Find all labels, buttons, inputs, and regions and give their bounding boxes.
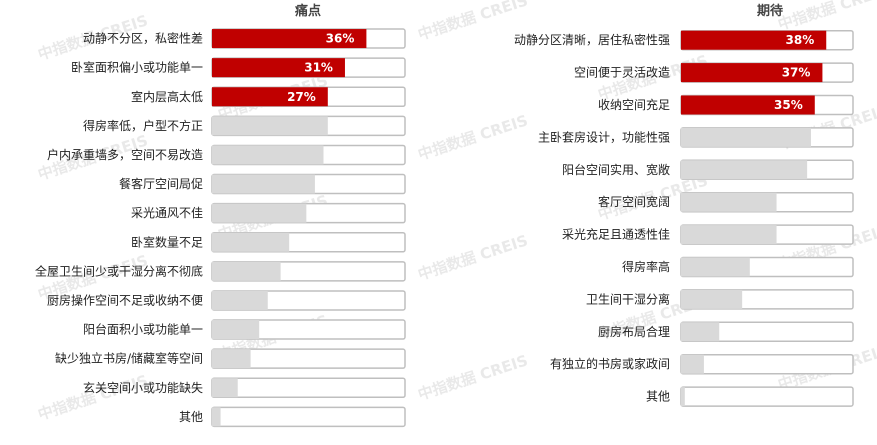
- bar: [212, 87, 328, 107]
- category-label: 卫生间干湿分离: [586, 291, 670, 306]
- bar: [212, 261, 281, 281]
- watermark-text: 中指数据 CREIS: [36, 371, 150, 423]
- bar: [212, 378, 238, 398]
- category-label: 客厅空间宽阔: [598, 194, 670, 209]
- bar: [212, 320, 260, 340]
- category-label: 其他: [646, 390, 670, 404]
- category-label: 卧室面积偏小或功能单一: [71, 60, 203, 75]
- bar: [212, 116, 328, 136]
- category-label: 空间便于灵活改造: [574, 66, 670, 80]
- category-label: 动静分区清晰，居住私密性强: [514, 32, 670, 47]
- category-label: 卧室数量不足: [131, 234, 203, 249]
- watermark-text: 中指数据 CREIS: [416, 231, 530, 283]
- bar: [212, 349, 251, 369]
- data-label: 36%: [326, 32, 355, 46]
- watermark-text: 中指数据 CREIS: [416, 351, 530, 403]
- bar: [212, 174, 315, 194]
- watermark-text: 中指数据 CREIS: [416, 111, 530, 163]
- category-label: 厨房操作空间不足或收纳不便: [47, 292, 203, 307]
- category-label: 其他: [179, 410, 203, 424]
- bar: [212, 203, 307, 223]
- bar: [212, 290, 268, 310]
- category-label: 采光充足且通透性佳: [562, 227, 670, 242]
- bar: [681, 192, 777, 212]
- bar-track: [211, 377, 406, 398]
- data-label: 35%: [774, 98, 803, 112]
- category-label: 动静不分区，私密性差: [83, 31, 203, 46]
- bar-track: [211, 406, 406, 428]
- bar: [681, 127, 811, 147]
- data-label: 31%: [304, 61, 333, 75]
- category-label: 主卧套房设计，功能性强: [538, 129, 670, 144]
- bar: [681, 354, 704, 374]
- bar: [681, 95, 815, 115]
- category-label: 厨房布局合理: [598, 324, 670, 339]
- bar: [681, 289, 743, 309]
- bar: [212, 145, 324, 165]
- category-label: 阳台空间实用、宽敞: [562, 162, 670, 177]
- category-label: 阳台面积小或功能单一: [83, 322, 203, 337]
- chart-title: 期待: [757, 3, 783, 19]
- bar: [212, 232, 290, 252]
- category-label: 有独立的书房或家政间: [550, 356, 670, 371]
- bar: [212, 58, 345, 78]
- category-label: 户内承重墙多，空间不易改造: [47, 147, 203, 162]
- bar: [681, 387, 685, 407]
- category-label: 缺少独立书房/储藏室等空间: [55, 351, 203, 366]
- category-label: 餐客厅空间局促: [119, 176, 203, 191]
- watermark-text: 中指数据 CREIS: [416, 0, 530, 44]
- category-label: 得房率高: [622, 259, 670, 274]
- bar: [681, 63, 823, 83]
- bar: [681, 30, 827, 50]
- bar: [212, 407, 221, 427]
- bar: [681, 257, 750, 277]
- bar-track: [680, 386, 854, 407]
- category-label: 室内层高太低: [131, 89, 203, 104]
- data-label: 37%: [782, 66, 811, 80]
- category-label: 得房率低，户型不方正: [83, 118, 203, 133]
- bar: [681, 322, 720, 342]
- watermark-text: 中指数据 CREIS: [776, 0, 877, 34]
- category-label: 采光通风不佳: [131, 206, 203, 220]
- chart-title: 痛点: [294, 3, 321, 19]
- bar-track: [680, 353, 854, 375]
- category-label: 全屋卫生间少或干湿分离不彻底: [35, 263, 203, 278]
- bar: [681, 225, 777, 245]
- data-label: 38%: [786, 33, 815, 47]
- category-label: 收纳空间充足: [598, 97, 670, 112]
- bar: [681, 160, 808, 180]
- data-label: 27%: [287, 90, 316, 104]
- bar: [212, 29, 367, 49]
- category-label: 玄关空间小或功能缺失: [83, 380, 203, 395]
